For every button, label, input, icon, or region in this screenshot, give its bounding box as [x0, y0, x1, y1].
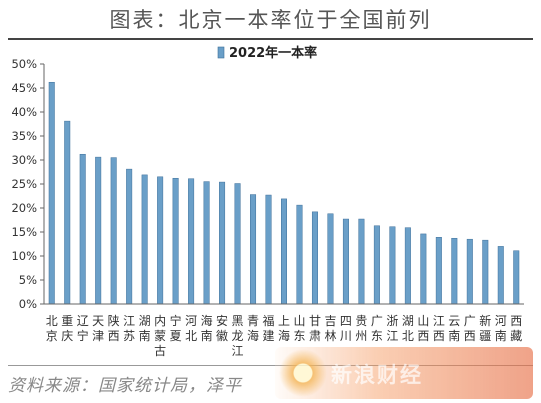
bar: [126, 168, 133, 305]
bar: [420, 233, 427, 305]
x-tick-label: 吉林: [324, 314, 336, 343]
legend-swatch: [217, 46, 225, 59]
x-tick-label: 海南: [201, 313, 213, 343]
x-axis: 北京重庆辽宁天津陕西江苏湖南内蒙古宁夏河北海南安徽黑龙江青海福建上海山东甘肃吉林…: [44, 303, 524, 358]
bar: [404, 227, 411, 305]
x-tick-label: 安徽: [216, 313, 228, 343]
bar: [373, 225, 380, 305]
y-axis: 0% 5% 10% 15% 20% 25% 30% 35% 40% 45% 50%: [11, 57, 45, 311]
x-tick-label: 上海: [278, 314, 290, 343]
bar-chart: 2022年一本率 0% 5% 10% 15% 20% 25% 30% 35% 40% 45% 50%…: [11, 45, 524, 358]
x-tick-label: 广东: [371, 314, 383, 343]
y-tick-label: 15%: [11, 225, 37, 239]
x-tick-label: 黑龙江: [232, 314, 244, 358]
y-tick-label: 50%: [11, 57, 37, 71]
watermark-logo: 新浪财经: [275, 347, 533, 399]
x-tick-label: 江西: [433, 314, 445, 343]
bar: [497, 246, 504, 305]
bar: [296, 204, 303, 305]
bar: [203, 181, 210, 305]
bars: [48, 81, 520, 305]
x-tick-label: 新疆: [479, 313, 491, 343]
bar: [435, 237, 442, 305]
bar: [219, 181, 226, 305]
x-tick-label: 山东: [293, 314, 305, 343]
x-tick-label: 重庆: [61, 314, 73, 343]
x-tick-label: 广西: [464, 314, 476, 343]
x-tick-label: 北京: [46, 314, 58, 343]
x-tick-label: 云南: [448, 314, 460, 343]
bar: [250, 194, 257, 305]
x-tick-label: 青海: [247, 314, 259, 343]
x-tick-label: 天津: [92, 314, 104, 343]
bar: [358, 218, 365, 305]
bar: [281, 198, 287, 305]
x-tick-label: 陕西: [108, 313, 120, 343]
title-divider: [8, 38, 533, 40]
bar: [48, 81, 55, 305]
x-tick-label: 贵州: [355, 314, 367, 343]
y-tick-label: 40%: [11, 105, 37, 119]
y-tick-label: 10%: [11, 249, 37, 263]
x-tick-label: 内蒙古: [154, 314, 166, 358]
x-tick-label: 江苏: [123, 314, 135, 343]
bar: [234, 183, 241, 305]
bar: [265, 194, 272, 305]
source-divider: [8, 365, 533, 366]
bar: [64, 120, 71, 305]
y-tick-label: 45%: [11, 81, 37, 95]
y-tick-label: 35%: [11, 129, 37, 143]
bar: [79, 153, 86, 305]
x-tick-label: 福建: [263, 313, 275, 343]
x-tick-label: 河南: [495, 314, 507, 343]
bar: [513, 250, 520, 305]
bar: [110, 157, 117, 305]
y-tick-label: 20%: [11, 201, 37, 215]
bar: [451, 237, 458, 305]
watermark-text: 新浪财经: [331, 363, 423, 387]
x-tick-label: 河北: [185, 314, 197, 343]
bar: [157, 176, 164, 305]
y-tick-label: 25%: [11, 177, 37, 191]
bar: [95, 156, 102, 305]
bar: [188, 178, 195, 305]
x-tick-label: 西藏: [510, 314, 522, 343]
bar: [172, 177, 179, 305]
bar: [141, 174, 148, 305]
x-tick-label: 湖北: [402, 313, 414, 343]
x-tick-label: 辽宁: [77, 314, 89, 343]
page-title: 图表：北京一本率位于全国前列: [109, 8, 432, 32]
x-tick-label: 浙江: [386, 314, 398, 343]
y-tick-label: 30%: [11, 153, 37, 167]
legend-label: 2022年一本率: [229, 45, 317, 61]
x-tick-label: 甘肃: [309, 314, 321, 343]
bar: [389, 226, 396, 305]
x-tick-label: 山西: [417, 314, 429, 343]
legend: 2022年一本率: [217, 45, 317, 61]
y-tick-label: 0%: [19, 297, 37, 311]
bar: [342, 218, 349, 305]
x-tick-label: 四川: [340, 314, 352, 343]
bar: [311, 211, 318, 305]
x-tick-label: 湖南: [139, 313, 151, 343]
x-tick-label: 宁夏: [170, 313, 182, 343]
bar: [482, 239, 489, 305]
bar: [327, 213, 334, 305]
bar: [466, 238, 473, 305]
source-note: 资料来源：国家统计局，泽平: [8, 376, 242, 396]
y-tick-label: 5%: [19, 273, 37, 287]
